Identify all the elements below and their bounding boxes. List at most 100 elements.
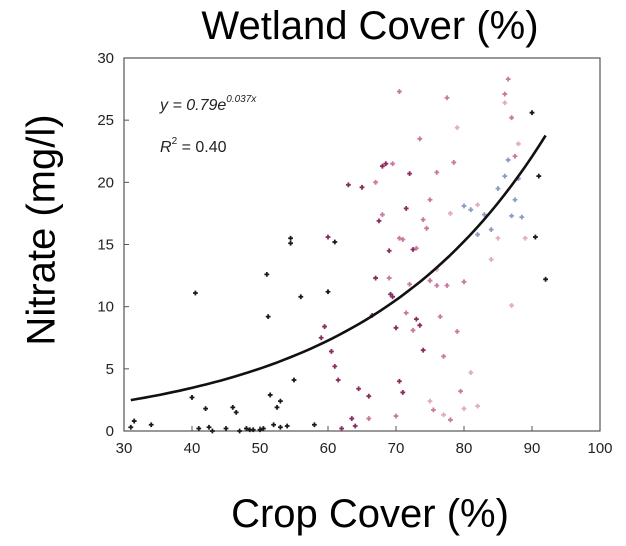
data-point [278,398,283,404]
data-point [414,316,419,322]
data-point [397,378,402,384]
data-point [482,212,487,218]
data-point [366,416,372,421]
y-tick-label: 10 [97,299,114,316]
data-point [431,407,436,413]
data-point [291,377,297,383]
data-point [505,157,511,163]
data-point [298,294,304,300]
data-point [509,213,514,219]
data-point [257,427,263,433]
data-point [210,428,215,434]
data-point [203,406,208,412]
data-point [410,247,416,252]
data-point [434,283,440,288]
data-point [332,239,338,245]
data-point [434,169,440,175]
data-point [366,393,372,399]
data-point [346,182,351,188]
data-point [189,395,195,400]
data-point [265,314,271,320]
data-point [410,327,416,333]
y-tick-label: 25 [97,112,114,129]
data-point [468,370,474,375]
y-tick-label: 5 [106,361,114,378]
data-point [444,95,450,101]
data-point [244,426,249,431]
data-point [448,417,453,423]
data-point [529,110,535,116]
data-point [400,237,406,242]
x-tick-label: 100 [587,440,612,457]
x-axis-label: Crop Cover (%) [231,492,509,536]
data-point [193,290,198,296]
data-point [386,275,392,281]
data-point [403,310,409,316]
data-point [417,322,423,328]
data-point [390,294,395,300]
data-point [335,377,341,383]
data-point [288,240,293,246]
data-point [233,409,239,415]
data-point [312,422,317,428]
data-point [475,202,480,208]
data-point [284,423,290,429]
data-point [495,186,501,191]
data-point [148,422,154,428]
data-point [519,214,525,220]
data-point [505,76,511,82]
data-point [230,404,236,410]
data-point [454,329,460,334]
data-point [339,426,344,431]
data-point [352,423,358,429]
data-point [424,225,429,231]
data-point [397,89,402,94]
data-point [512,197,518,203]
x-tick-label: 30 [116,440,133,457]
data-point [522,235,528,241]
data-point [509,303,514,308]
data-point [380,163,385,169]
data-point [461,203,467,209]
data-point [475,403,480,409]
data-point [274,404,280,410]
data-point [441,412,446,418]
x-tick-label: 50 [252,440,269,457]
data-point [356,386,361,392]
data-point [318,335,324,341]
data-point [393,413,399,419]
axis-ticks: 30 40 50 60 70 80 90 100 0 5 10 15 20 25 30 [97,50,612,457]
data-point [536,173,542,179]
data-point [390,161,395,167]
x-tick-label: 40 [184,440,201,457]
data-point [448,211,453,216]
data-point [420,347,426,353]
data-point [128,424,134,430]
data-point [468,207,474,213]
data-point [373,179,378,185]
data-points [128,76,548,434]
data-point [454,125,460,131]
x-tick-label: 70 [388,440,405,457]
data-point [502,100,508,106]
fit-curve [130,134,547,402]
data-point [400,390,406,395]
data-point [325,289,331,295]
data-point [543,276,548,282]
data-point [223,426,229,431]
data-point [325,234,331,240]
data-point [441,354,446,359]
x-tick-label: 90 [524,440,541,457]
data-point [407,171,412,177]
equation-text: y = 0.79e0.037x [159,94,257,114]
data-point [495,235,501,241]
data-point [444,283,450,288]
data-point [509,115,514,121]
y-tick-label: 20 [97,174,114,191]
data-point [383,161,389,167]
data-point [267,392,273,398]
data-point [196,426,202,431]
x-tick-label: 80 [456,440,473,457]
data-point [533,234,538,240]
